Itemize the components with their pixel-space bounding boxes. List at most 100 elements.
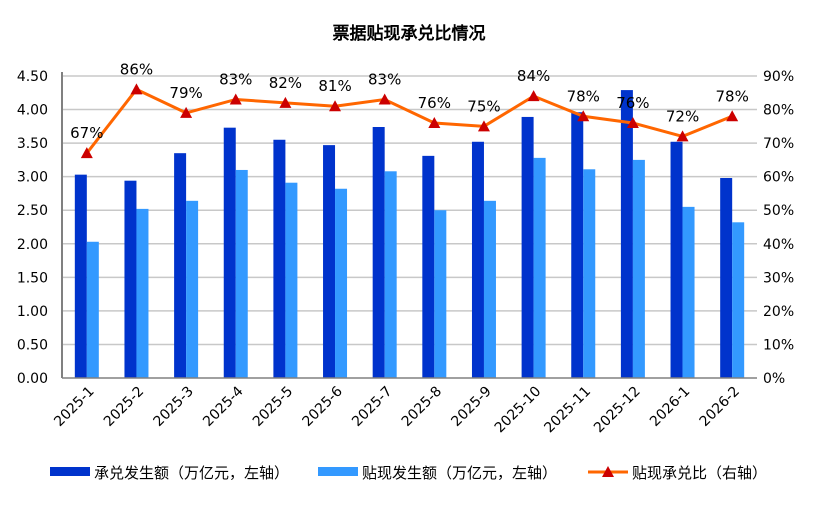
bar-acceptance	[670, 141, 683, 378]
ratio-data-label: 76%	[616, 94, 649, 112]
bar-acceptance	[124, 180, 137, 378]
bar-acceptance	[620, 90, 633, 379]
x-tick-label: 2025-8	[399, 384, 445, 430]
ratio-data-label: 83%	[368, 70, 401, 88]
right-tick-label: 50%	[763, 203, 794, 219]
x-tick-label: 2026-1	[647, 384, 693, 430]
ratio-data-label: 83%	[219, 70, 252, 88]
ratio-data-label: 72%	[666, 107, 699, 125]
right-tick-label: 0%	[763, 371, 785, 387]
legend-label: 贴现发生额（万亿元，左轴）	[362, 464, 557, 482]
x-tick-label: 2025-1	[51, 384, 97, 430]
bar-acceptance	[422, 155, 435, 378]
bars	[74, 90, 745, 379]
left-tick-label: 0.00	[17, 371, 48, 387]
ratio-marker	[726, 110, 739, 122]
ratio-marker	[229, 93, 242, 105]
ratio-data-label: 78%	[567, 87, 600, 105]
left-tick-label: 3.50	[17, 136, 48, 152]
legend-label: 承兑发生额（万亿元，左轴）	[94, 464, 289, 482]
bar-discount	[533, 157, 546, 378]
left-tick-label: 2.00	[17, 237, 48, 253]
ratio-marker	[279, 96, 292, 108]
bar-discount	[86, 241, 99, 378]
grid	[62, 75, 757, 346]
x-tick-label: 2026-2	[697, 384, 743, 430]
bar-acceptance	[521, 116, 534, 378]
left-tick-label: 2.50	[17, 203, 48, 219]
bar-discount	[732, 222, 745, 378]
chart-title: 票据贴现承兑比情况	[333, 23, 486, 44]
bar-acceptance	[720, 178, 733, 378]
ratio-marker	[477, 120, 490, 132]
ratio-data-label: 86%	[120, 60, 153, 78]
ratio-data-label: 84%	[517, 67, 550, 85]
bar-acceptance	[223, 127, 236, 378]
bar-acceptance	[571, 112, 584, 379]
right-tick-label: 70%	[763, 136, 794, 152]
ratio-data-label: 78%	[716, 87, 749, 105]
ratio-marker	[527, 90, 540, 102]
ratio-marker	[676, 130, 689, 142]
ratio-marker	[80, 147, 93, 159]
bar-discount	[434, 210, 447, 378]
x-tick-label: 2025-9	[448, 384, 494, 430]
ratio-series-line	[85, 87, 733, 155]
ratio-marker	[329, 100, 342, 112]
ratio-data-label: 82%	[269, 74, 302, 92]
ratio-data-label: 79%	[169, 84, 202, 102]
right-tick-label: 60%	[763, 170, 794, 186]
bar-discount	[632, 159, 645, 378]
x-tick-label: 2025-4	[200, 383, 246, 429]
ratio-data-label: 81%	[318, 77, 351, 95]
bar-discount	[335, 188, 348, 378]
bar-acceptance	[471, 141, 484, 378]
ratio-data-label: 76%	[418, 94, 451, 112]
legend-swatch	[50, 467, 90, 476]
right-tick-label: 30%	[763, 270, 794, 286]
ratio-data-label: 67%	[70, 124, 103, 142]
x-tick-label: 2025-12	[591, 384, 644, 437]
ratio-marker	[130, 83, 143, 95]
right-tick-label: 90%	[763, 69, 794, 85]
ratio-marker	[180, 106, 193, 118]
right-tick-label: 40%	[763, 237, 794, 253]
bar-discount	[235, 169, 248, 378]
left-tick-label: 0.50	[17, 337, 48, 353]
right-tick-label: 10%	[763, 337, 794, 353]
x-tick-label: 2025-5	[250, 384, 296, 430]
bar-discount	[682, 206, 695, 378]
bar-discount	[186, 200, 199, 378]
bar-discount	[483, 200, 496, 378]
x-tick-label: 2025-7	[349, 384, 395, 430]
x-tick-label: 2025-10	[492, 384, 545, 437]
right-tick-label: 20%	[763, 304, 794, 320]
x-tick-label: 2025-2	[101, 384, 147, 430]
bar-acceptance	[323, 145, 336, 378]
x-tick-label: 2025-6	[299, 383, 345, 429]
ratio-line: 67% 86% 79% 83% 82% 81% 83% 76% 75% 84% 78% 76% 72% 7…	[70, 60, 749, 159]
bar-discount	[285, 182, 298, 378]
right-tick-label: 80%	[763, 103, 794, 119]
bar-acceptance	[74, 174, 87, 378]
ratio-marker	[626, 116, 639, 128]
bar-discount	[384, 171, 397, 378]
bar-discount	[583, 169, 596, 378]
legend: 承兑发生额（万亿元，左轴） 贴现发生额（万亿元，左轴） 贴现承兑比（右轴）	[50, 464, 767, 482]
bar-acceptance	[174, 153, 187, 378]
bar-acceptance	[273, 139, 286, 378]
legend-swatch	[318, 467, 358, 476]
ratio-marker	[378, 93, 391, 105]
left-tick-label: 3.00	[17, 170, 48, 186]
legend-marker	[602, 466, 614, 477]
ratio-marker	[577, 110, 590, 122]
left-tick-label: 1.50	[17, 270, 48, 286]
x-tick-label: 2025-3	[151, 384, 197, 430]
legend-label: 贴现承兑比（右轴）	[632, 464, 767, 482]
ratio-marker	[428, 116, 441, 128]
x-tick-label: 2025-11	[541, 384, 594, 437]
left-tick-label: 4.00	[17, 103, 48, 119]
left-tick-label: 4.50	[17, 69, 48, 85]
bar-discount	[136, 208, 149, 378]
